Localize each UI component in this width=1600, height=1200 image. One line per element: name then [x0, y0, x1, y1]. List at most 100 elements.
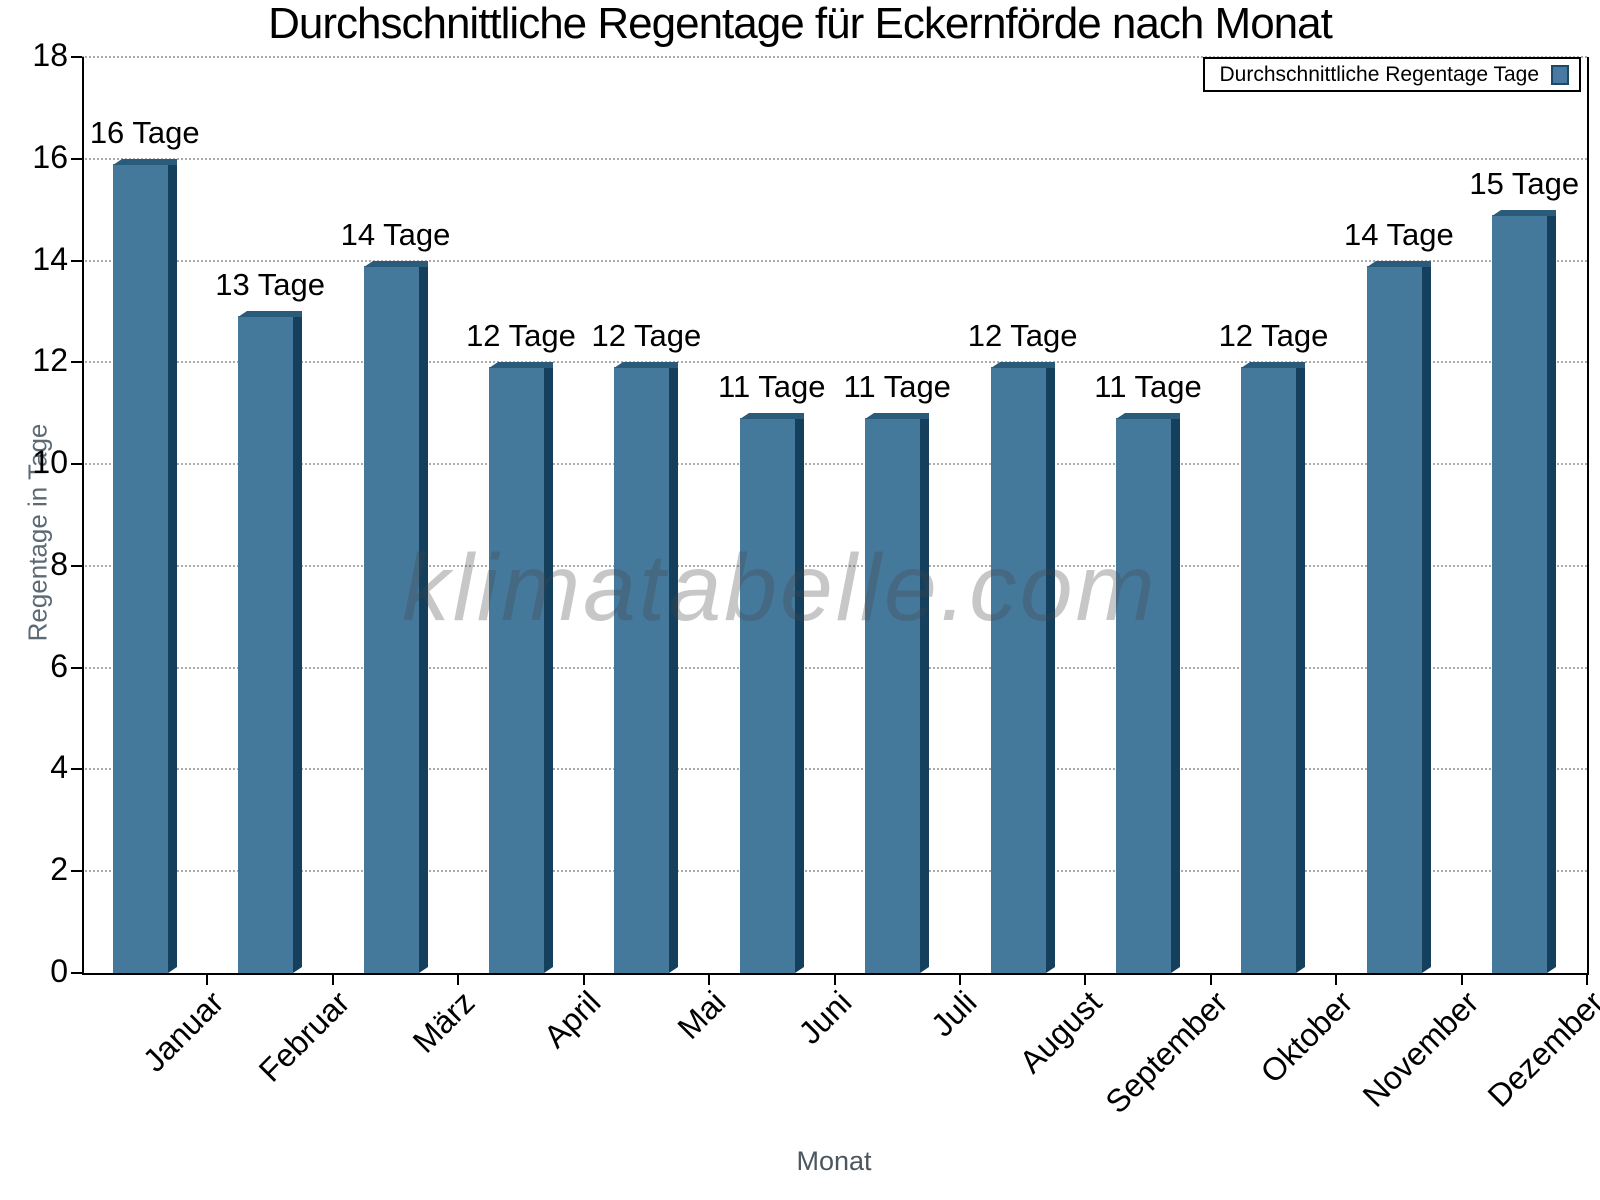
bar-value-label-juli: 11 Tage: [843, 369, 951, 404]
y-tick-12: [71, 361, 82, 364]
y-tick-label-10: 10: [32, 444, 68, 481]
gridline-2: [82, 870, 1587, 873]
y-axis-line: [82, 57, 84, 973]
bar-face: [113, 164, 168, 973]
x-tick-9: [1209, 973, 1212, 985]
bar-top-face: [1241, 362, 1305, 368]
bar-side-face: [1296, 367, 1305, 973]
bar-value-label-april: 12 Tage: [466, 318, 576, 353]
x-tick-7: [958, 973, 961, 985]
y-tick-6: [71, 666, 82, 669]
y-tick-label-8: 8: [50, 545, 68, 582]
gridline-16: [82, 157, 1587, 160]
bar-face: [364, 266, 419, 973]
bar-top-face: [238, 311, 302, 317]
bar-top-face: [1367, 261, 1431, 267]
legend-label: Durchschnittliche Regentage Tage: [1219, 62, 1539, 86]
x-tick-8: [1084, 973, 1087, 985]
bar-side-face: [419, 266, 428, 973]
bar-value-label-august: 12 Tage: [967, 318, 1078, 353]
x-tick-12: [1586, 973, 1588, 985]
gridline-14: [82, 259, 1587, 262]
bar-mai: [614, 362, 678, 973]
bar-juli: [865, 413, 929, 973]
x-axis-line: [82, 973, 1589, 975]
gridline-8: [82, 564, 1587, 567]
x-tick-1: [206, 973, 209, 985]
y-tick-8: [71, 564, 82, 567]
bar-value-label-februar: 13 Tage: [215, 267, 325, 302]
bar-top-face: [364, 261, 428, 267]
bar-face: [865, 418, 920, 973]
bar-november: [1367, 261, 1431, 973]
gridline-10: [82, 463, 1587, 466]
bar-side-face: [1171, 418, 1180, 973]
bar-value-label-oktober: 12 Tage: [1218, 318, 1329, 353]
bar-side-face: [669, 367, 678, 973]
legend: Durchschnittliche Regentage Tage: [1203, 57, 1581, 92]
x-tick-6: [833, 973, 836, 985]
bar-value-label-juni: 11 Tage: [718, 369, 826, 404]
y-tick-label-16: 16: [32, 138, 68, 175]
bar-side-face: [544, 367, 553, 973]
bar-februar: [238, 311, 302, 973]
y-tick-18: [71, 56, 82, 58]
bar-top-face: [1116, 413, 1180, 419]
bar-top-face: [113, 159, 177, 165]
bar-face: [238, 316, 293, 973]
bar-face: [1367, 266, 1422, 973]
x-tick-3: [457, 973, 460, 985]
y-tick-label-4: 4: [50, 749, 68, 786]
bar-face: [1116, 418, 1171, 973]
bar-top-face: [865, 413, 929, 419]
y-tick-label-2: 2: [50, 851, 68, 888]
bar-april: [489, 362, 553, 973]
y-tick-10: [71, 463, 82, 466]
y-tick-label-6: 6: [50, 647, 68, 684]
gridline-6: [82, 666, 1587, 669]
plot-right-border: [1587, 57, 1589, 975]
bar-side-face: [795, 418, 804, 973]
bar-top-face: [1492, 210, 1556, 216]
bar-face: [614, 367, 669, 973]
bar-face: [1241, 367, 1296, 973]
bar-september: [1116, 413, 1180, 973]
gridline-12: [82, 361, 1587, 364]
y-tick-label-12: 12: [32, 342, 68, 379]
bar-side-face: [168, 164, 177, 973]
bar-top-face: [740, 413, 804, 419]
y-tick-label-0: 0: [50, 953, 68, 989]
bar-side-face: [1046, 367, 1055, 973]
bar-top-face: [614, 362, 678, 368]
bar-dezember: [1492, 210, 1556, 973]
bar-side-face: [293, 316, 302, 973]
x-tick-11: [1460, 973, 1463, 985]
bar-value-label-dezember: 15 Tage: [1469, 166, 1580, 201]
bar-value-label-märz: 14 Tage: [340, 217, 451, 252]
x-tick-2: [331, 973, 334, 985]
bar-value-label-november: 14 Tage: [1343, 217, 1454, 252]
chart-title: Durchschnittliche Regentage für Eckernfö…: [268, 0, 1333, 48]
x-tick-10: [1335, 973, 1338, 985]
legend-swatch-icon: [1551, 64, 1569, 85]
y-tick-14: [71, 259, 82, 262]
y-axis-title: Regentage in Tage: [22, 423, 53, 642]
gridline-18: [82, 56, 1587, 58]
y-tick-label-14: 14: [32, 240, 68, 277]
bar-top-face: [991, 362, 1055, 368]
x-axis-title: Monat: [796, 1146, 872, 1176]
bar-side-face: [1547, 215, 1556, 973]
bar-value-label-januar: 16 Tage: [89, 115, 200, 150]
bar-value-label-september: 11 Tage: [1094, 369, 1202, 404]
y-tick-2: [71, 870, 82, 873]
bar-top-face: [489, 362, 553, 368]
bar-side-face: [1422, 266, 1431, 973]
bar-januar: [113, 159, 177, 973]
y-tick-label-18: 18: [32, 37, 68, 73]
y-tick-16: [71, 157, 82, 160]
x-tick-4: [582, 973, 585, 985]
bar-value-label-mai: 12 Tage: [591, 318, 702, 353]
bar-face: [740, 418, 795, 973]
y-tick-0: [71, 972, 82, 974]
